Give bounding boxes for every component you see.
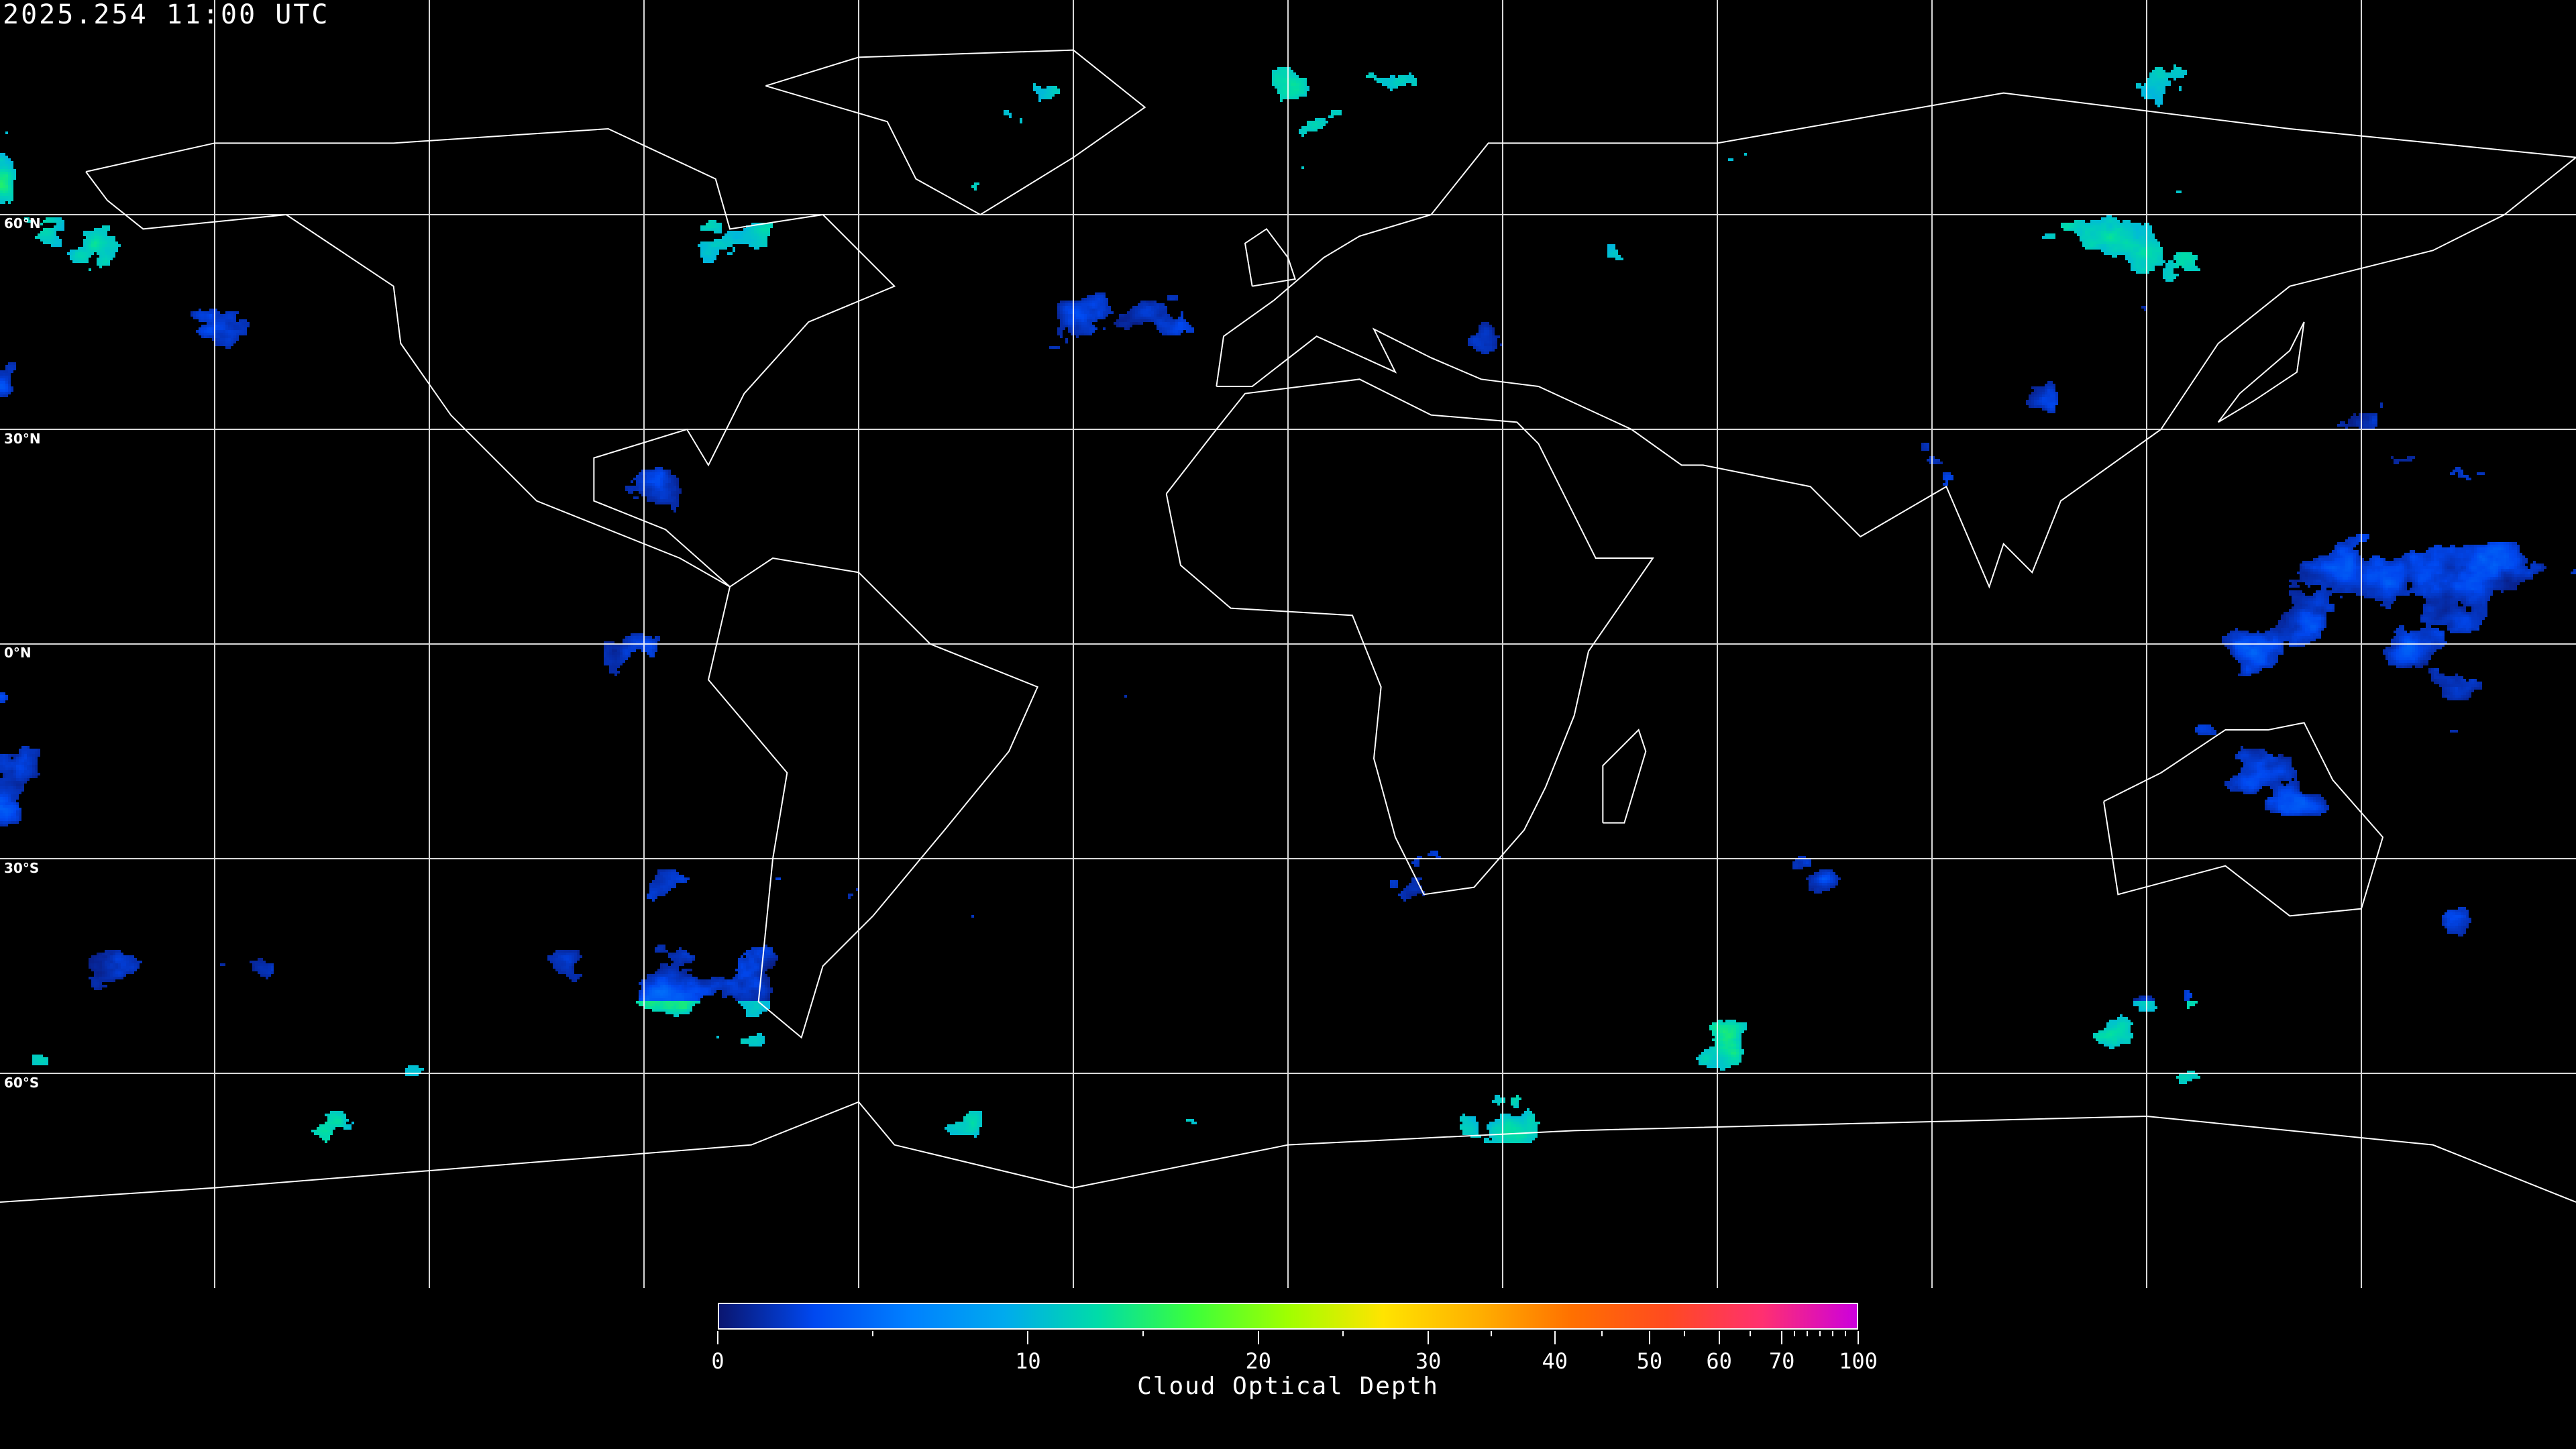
coastline-japan bbox=[2217, 321, 2305, 423]
colorbar-major-tick bbox=[1027, 1331, 1029, 1344]
lat-label-60n: 60°N bbox=[4, 215, 41, 231]
colorbar-tick-label: 0 bbox=[711, 1348, 724, 1374]
colorbar-minor-tick bbox=[1491, 1331, 1493, 1336]
colorbar-minor-tick bbox=[1845, 1331, 1847, 1336]
colorbar bbox=[718, 1303, 1858, 1330]
colorbar-tick-label: 100 bbox=[1839, 1348, 1878, 1374]
coastline-africa bbox=[1165, 378, 1654, 896]
colorbar-tick-label: 70 bbox=[1768, 1348, 1795, 1374]
lat-label-60s: 60°S bbox=[4, 1075, 40, 1091]
colorbar-tick-label: 30 bbox=[1415, 1348, 1442, 1374]
colorbar-minor-tick bbox=[1601, 1331, 1603, 1336]
timestamp-title: 2025.254 11:00 UTC bbox=[3, 0, 330, 30]
colorbar-minor-tick bbox=[1794, 1331, 1796, 1336]
colorbar-tick-label: 50 bbox=[1636, 1348, 1663, 1374]
coastline-namerica bbox=[85, 127, 896, 588]
colorbar-tick-label: 60 bbox=[1706, 1348, 1732, 1374]
colorbar-minor-tick bbox=[1819, 1331, 1821, 1336]
coastline-samerica bbox=[707, 557, 1039, 1039]
graticule bbox=[0, 0, 2576, 1288]
lat-label-30n: 30°N bbox=[4, 431, 41, 447]
colorbar-minor-tick bbox=[1750, 1331, 1752, 1336]
cloud-optical-depth-map: 60°N 30°N 0°N 30°S 60°S bbox=[0, 0, 2576, 1288]
colorbar-tick-label: 40 bbox=[1542, 1348, 1568, 1374]
colorbar-tick-label: 20 bbox=[1245, 1348, 1272, 1374]
coastline-eurasia bbox=[1216, 92, 2576, 589]
colorbar-minor-tick bbox=[1142, 1331, 1144, 1336]
colorbar-major-tick bbox=[1858, 1331, 1859, 1344]
colorbar-major-tick bbox=[717, 1331, 718, 1344]
colorbar-major-tick bbox=[1428, 1331, 1430, 1344]
colorbar-major-tick bbox=[1781, 1331, 1783, 1344]
colorbar-minor-tick bbox=[872, 1331, 874, 1336]
colorbar-minor-tick bbox=[1342, 1331, 1344, 1336]
colorbar-label: Cloud Optical Depth bbox=[1137, 1373, 1439, 1400]
colorbar-major-tick bbox=[1257, 1331, 1259, 1344]
colorbar-minor-tick bbox=[1683, 1331, 1685, 1336]
colorbar-tick-label: 10 bbox=[1015, 1348, 1041, 1374]
colorbar-major-tick bbox=[1648, 1331, 1650, 1344]
lat-label-30s: 30°S bbox=[4, 860, 40, 876]
coastline-madagascar bbox=[1602, 729, 1647, 824]
map-overlay bbox=[0, 0, 2576, 1288]
colorbar-minor-tick bbox=[1832, 1331, 1834, 1336]
lat-label-0n: 0°N bbox=[4, 645, 32, 661]
coastline-australia bbox=[2103, 722, 2384, 917]
colorbar-major-tick bbox=[1554, 1331, 1556, 1344]
colorbar-major-tick bbox=[1718, 1331, 1720, 1344]
colorbar-ticks: 0 10 20 30 40 50 60 70 100 bbox=[711, 1331, 1878, 1391]
colorbar-minor-tick bbox=[1807, 1331, 1809, 1336]
coastline-greenland bbox=[765, 49, 1146, 216]
